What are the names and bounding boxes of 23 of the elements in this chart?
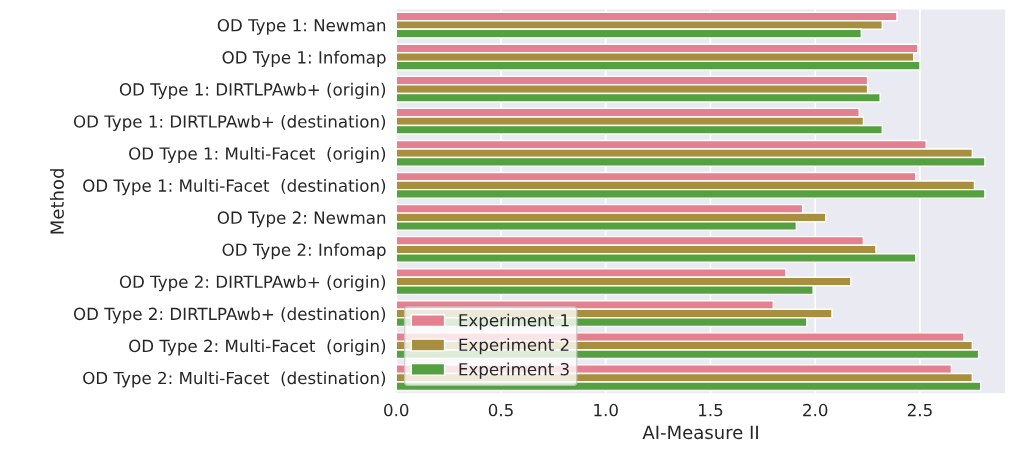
y-tick-label: OD Type 1: Infomap: [222, 50, 386, 67]
legend-label: Experiment 3: [459, 362, 569, 379]
y-tick-label: OD Type 2: Multi-Facet (origin): [129, 339, 386, 356]
x-tick-label: 0.5: [488, 403, 513, 417]
x-tick-label: 2.5: [907, 403, 932, 417]
x-tick-label: 1.5: [699, 403, 723, 417]
legend-label: Experiment 2: [459, 338, 569, 355]
y-tick-label: OD Type 2: Infomap: [222, 243, 386, 260]
y-axis-title: Method: [49, 169, 64, 234]
x-tick-label: 1.0: [594, 403, 618, 417]
y-tick-label: OD Type 1: DIRTLPAwb+ (origin): [119, 82, 386, 99]
y-tick-label: OD Type 2: Newman: [217, 211, 386, 228]
y-tick-label: OD Type 1: Multi-Facet (destination): [83, 179, 386, 196]
y-tick-label: OD Type 2: DIRTLPAwb+ (destination): [73, 307, 386, 324]
y-tick-label: OD Type 1: Multi-Facet (origin): [129, 146, 386, 164]
y-tick-label: OD Type 1: Newman: [217, 18, 386, 35]
x-tick-label: 0.0: [384, 403, 409, 417]
y-tick-label: OD Type 2: Multi-Facet (destination): [83, 371, 386, 388]
y-tick-label: OD Type 2: DIRTLPAwb+ (origin): [119, 275, 386, 292]
legend-label: Experiment 1: [459, 313, 569, 330]
x-tick-label: 2.0: [803, 403, 828, 417]
y-tick-label: OD Type 1: DIRTLPAwb+ (destination): [73, 114, 386, 132]
x-axis-title: AI-Measure II: [642, 425, 758, 440]
